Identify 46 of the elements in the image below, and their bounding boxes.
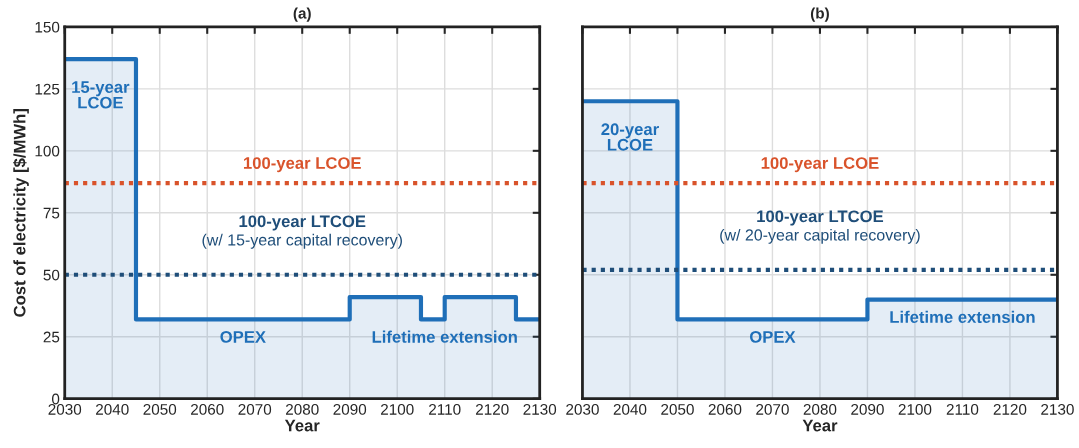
x-tick-label: 2110 — [429, 403, 461, 415]
x-tick-label: 2120 — [993, 403, 1027, 415]
chart-title: (a) — [293, 7, 311, 22]
x-tick-label: 2050 — [143, 403, 177, 415]
x-tick-label: 2080 — [803, 403, 837, 415]
x-tick-label: 2090 — [851, 403, 884, 415]
annotation: OPEX — [749, 330, 796, 343]
y-tick-label: 0 — [51, 393, 60, 405]
annotation: (w/ 15-year capital recovery) — [202, 233, 402, 249]
x-tick-label: 2060 — [191, 403, 224, 415]
annotation: 20-year LCOE — [601, 123, 659, 151]
annotation: OPEX — [220, 330, 266, 343]
x-tick-label: 2040 — [613, 403, 647, 415]
ref-line-label: 100-year LCOE — [243, 157, 361, 173]
y-tick-label: 50 — [43, 269, 60, 281]
x-axis-title: Year — [802, 419, 838, 432]
x-tick-label: 2040 — [96, 403, 129, 415]
x-tick-label: 2030 — [48, 403, 82, 415]
x-tick-label: 2100 — [898, 403, 932, 415]
x-tick-label: 2050 — [661, 403, 694, 415]
x-tick-label: 2030 — [566, 403, 599, 415]
x-axis-title: Year — [284, 419, 320, 432]
y-tick-label: 125 — [35, 83, 60, 95]
ref-line-label: 100-year LTCOE — [757, 210, 884, 226]
y-tick-label: 75 — [43, 207, 60, 219]
ref-line-label: 100-year LCOE — [761, 157, 879, 173]
y-axis-title: Cost of electricity [$/MWh] — [13, 109, 29, 317]
x-tick-label: 2130 — [523, 403, 557, 415]
chart-title: (b) — [810, 7, 829, 22]
x-tick-label: 2090 — [333, 403, 367, 415]
x-tick-label: 2070 — [756, 403, 789, 415]
ref-line-label: 100-year LTCOE — [239, 215, 366, 231]
x-tick-label: 2130 — [1041, 403, 1074, 415]
x-tick-label: 2110 — [946, 403, 979, 415]
x-tick-label: 2060 — [708, 403, 742, 415]
annotation: Lifetime extension — [372, 330, 517, 343]
y-tick-label: 25 — [43, 331, 60, 343]
x-tick-label: 2080 — [286, 403, 319, 415]
x-tick-label: 2100 — [380, 403, 414, 415]
annotation: (w/ 20-year capital recovery) — [720, 228, 920, 244]
y-tick-label: 150 — [35, 21, 60, 33]
x-tick-label: 2070 — [238, 403, 272, 415]
annotation: 15-year LCOE — [72, 81, 130, 109]
x-tick-label: 2120 — [475, 403, 509, 415]
annotation: Lifetime extension — [890, 310, 1035, 323]
y-tick-label: 100 — [35, 145, 60, 157]
